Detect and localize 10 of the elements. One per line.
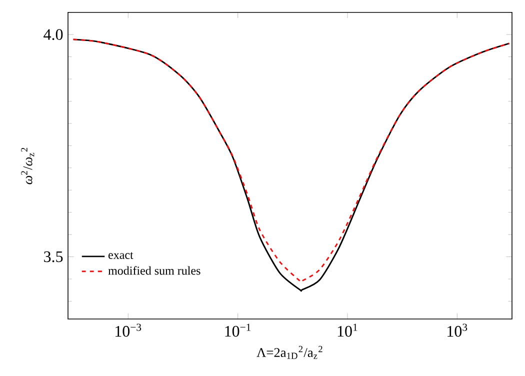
x-tick-label: 10$^{3}$: [448, 324, 468, 337]
x-tick-label: 10$^{−1}$: [225, 324, 251, 337]
y-tick-label: 3.5: [44, 251, 63, 262]
legend-label: modified sum rules: [108, 266, 200, 275]
x-tick-label: 10$^{−3}$: [116, 324, 142, 337]
x-tick-label: 10$^{1}$: [338, 324, 358, 337]
legend-label: exact: [108, 252, 134, 259]
y-tick-label: 4.0: [44, 29, 63, 40]
x-axis-title: Λ=2a$_{1D}$$^{2}$/a$_{z}$2: [256, 346, 322, 359]
y-axis-title: ω$^{2}$/ω$_{z}$2: [21, 148, 34, 184]
